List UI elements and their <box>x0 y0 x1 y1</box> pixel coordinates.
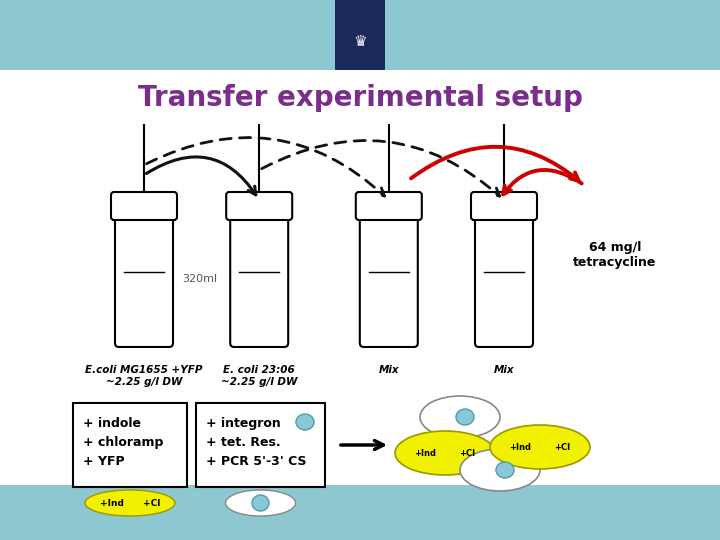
Text: +Ind: +Ind <box>414 449 436 457</box>
Ellipse shape <box>490 425 590 469</box>
FancyBboxPatch shape <box>226 192 292 220</box>
Text: +Cl: +Cl <box>459 449 475 457</box>
FancyBboxPatch shape <box>115 209 173 347</box>
Text: Transfer experimental setup: Transfer experimental setup <box>138 84 582 112</box>
Ellipse shape <box>420 396 500 438</box>
Text: +Cl: +Cl <box>143 498 161 508</box>
Text: Mix: Mix <box>494 365 514 375</box>
Text: 64 mg/l
tetracycline: 64 mg/l tetracycline <box>573 241 657 269</box>
Text: ♛: ♛ <box>354 35 366 50</box>
Text: E. coli 23:06
~2.25 g/l DW: E. coli 23:06 ~2.25 g/l DW <box>221 365 297 387</box>
Ellipse shape <box>456 409 474 425</box>
Text: + integron
+ tet. Res.
+ PCR 5'-3' CS: + integron + tet. Res. + PCR 5'-3' CS <box>206 417 307 468</box>
Ellipse shape <box>496 462 514 478</box>
FancyBboxPatch shape <box>356 192 422 220</box>
FancyBboxPatch shape <box>360 209 418 347</box>
Text: E.coli MG1655 +YFP
~2.25 g/l DW: E.coli MG1655 +YFP ~2.25 g/l DW <box>85 365 203 387</box>
FancyBboxPatch shape <box>73 403 187 487</box>
FancyBboxPatch shape <box>111 192 177 220</box>
FancyBboxPatch shape <box>475 209 533 347</box>
Ellipse shape <box>225 490 295 516</box>
FancyBboxPatch shape <box>471 192 537 220</box>
Text: +Ind: +Ind <box>100 498 124 508</box>
Ellipse shape <box>460 449 540 491</box>
Text: +Ind: +Ind <box>509 442 531 451</box>
Bar <box>0 0 720 70</box>
Ellipse shape <box>252 495 269 511</box>
Text: + indole
+ chloramp
+ YFP: + indole + chloramp + YFP <box>83 417 163 468</box>
Text: +Cl: +Cl <box>554 442 570 451</box>
Text: Mix: Mix <box>379 365 399 375</box>
FancyBboxPatch shape <box>196 403 325 487</box>
Bar <box>0 485 720 540</box>
Ellipse shape <box>296 414 314 430</box>
Ellipse shape <box>395 431 495 475</box>
Bar <box>335 0 385 70</box>
Ellipse shape <box>85 490 175 516</box>
FancyBboxPatch shape <box>230 209 288 347</box>
Text: 320ml: 320ml <box>182 274 217 285</box>
